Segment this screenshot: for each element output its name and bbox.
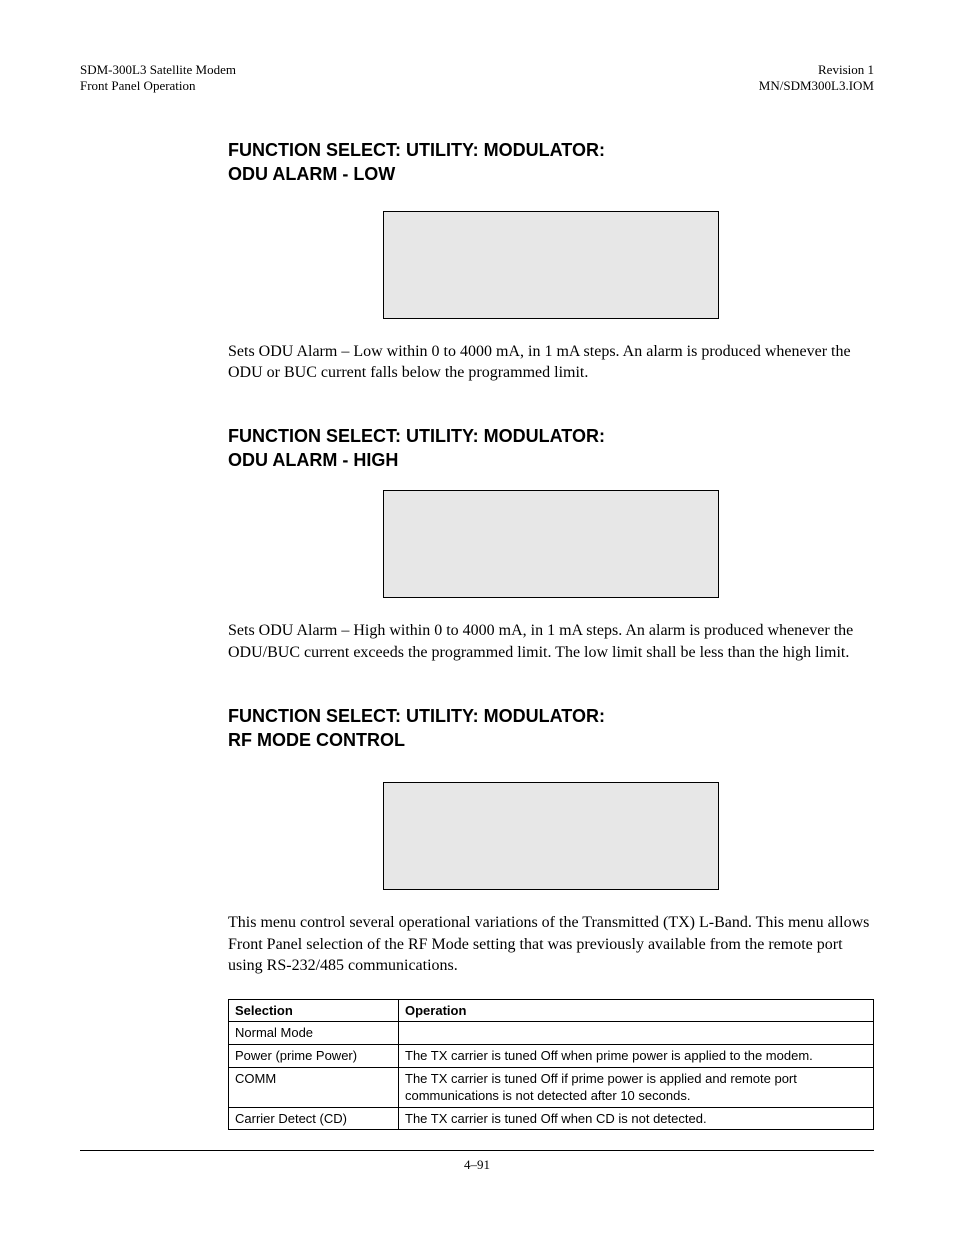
heading-line: FUNCTION SELECT: UTILITY: MODULATOR: — [228, 138, 874, 162]
body-text-rf-mode: This menu control several operational va… — [228, 912, 874, 977]
table-header-row: Selection Operation — [229, 999, 874, 1022]
header-right-line2: MN/SDM300L3.IOM — [759, 78, 874, 94]
heading-line: RF MODE CONTROL — [228, 728, 874, 752]
section-heading-odu-low: FUNCTION SELECT: UTILITY: MODULATOR: ODU… — [228, 138, 874, 187]
heading-line: ODU ALARM - LOW — [228, 162, 874, 186]
page-content: FUNCTION SELECT: UTILITY: MODULATOR: ODU… — [228, 98, 874, 1130]
page-number: 4–91 — [464, 1157, 490, 1172]
body-text-odu-high: Sets ODU Alarm – High within 0 to 4000 m… — [228, 620, 874, 663]
display-box-odu-low — [383, 211, 719, 319]
header-left-line2: Front Panel Operation — [80, 78, 236, 94]
table-cell: Carrier Detect (CD) — [229, 1107, 399, 1130]
table-col-selection: Selection — [229, 999, 399, 1022]
body-text-odu-low: Sets ODU Alarm – Low within 0 to 4000 mA… — [228, 341, 874, 384]
display-box-odu-high — [383, 490, 719, 598]
page-footer: 4–91 — [80, 1150, 874, 1173]
header-left-line1: SDM-300L3 Satellite Modem — [80, 62, 236, 78]
table-row: Power (prime Power) The TX carrier is tu… — [229, 1045, 874, 1068]
table-row: Carrier Detect (CD) The TX carrier is tu… — [229, 1107, 874, 1130]
section-heading-rf-mode: FUNCTION SELECT: UTILITY: MODULATOR: RF … — [228, 704, 874, 753]
table-cell: The TX carrier is tuned Off if prime pow… — [399, 1067, 874, 1107]
table-cell — [399, 1022, 874, 1045]
table-cell: The TX carrier is tuned Off when CD is n… — [399, 1107, 874, 1130]
table-col-operation: Operation — [399, 999, 874, 1022]
page-header: SDM-300L3 Satellite Modem Front Panel Op… — [80, 62, 874, 94]
rf-mode-table: Selection Operation Normal Mode Power (p… — [228, 999, 874, 1130]
header-right-line1: Revision 1 — [759, 62, 874, 78]
display-box-rf-mode — [383, 782, 719, 890]
table-cell: Power (prime Power) — [229, 1045, 399, 1068]
table-cell: COMM — [229, 1067, 399, 1107]
section-heading-odu-high: FUNCTION SELECT: UTILITY: MODULATOR: ODU… — [228, 424, 874, 473]
table-cell: Normal Mode — [229, 1022, 399, 1045]
table-row: Normal Mode — [229, 1022, 874, 1045]
table-row: COMM The TX carrier is tuned Off if prim… — [229, 1067, 874, 1107]
table-cell: The TX carrier is tuned Off when prime p… — [399, 1045, 874, 1068]
heading-line: ODU ALARM - HIGH — [228, 448, 874, 472]
heading-line: FUNCTION SELECT: UTILITY: MODULATOR: — [228, 704, 874, 728]
heading-line: FUNCTION SELECT: UTILITY: MODULATOR: — [228, 424, 874, 448]
